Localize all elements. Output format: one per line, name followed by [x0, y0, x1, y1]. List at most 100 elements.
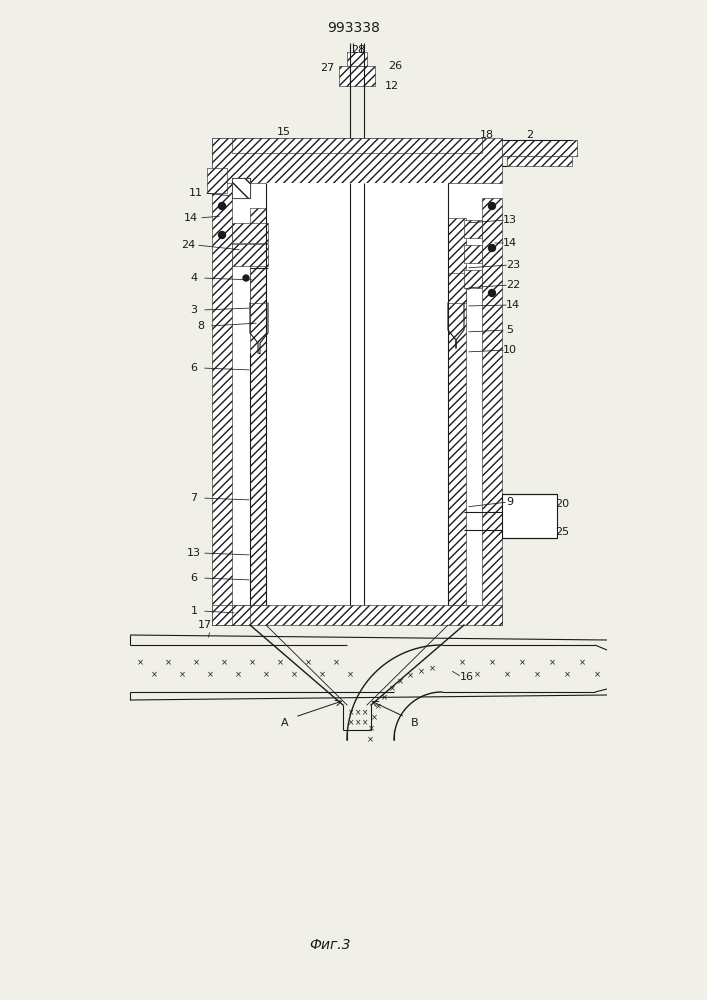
Text: ×: × [418, 667, 424, 676]
Bar [482, 198, 502, 625]
Text: 993338: 993338 [327, 21, 380, 35]
Text: ×: × [318, 670, 325, 679]
Bar [250, 268, 268, 303]
Text: ×: × [459, 658, 465, 667]
Text: 8: 8 [197, 321, 204, 331]
Bar [347, 52, 367, 66]
Text: ×: × [332, 658, 339, 667]
Text: ×: × [362, 718, 368, 728]
Circle shape [218, 232, 226, 238]
Circle shape [243, 245, 249, 251]
Text: ×: × [563, 670, 571, 679]
Bar [232, 244, 268, 266]
Text: 7: 7 [190, 493, 197, 503]
Text: 25: 25 [555, 527, 569, 537]
Text: ×: × [235, 670, 242, 679]
Text: 5: 5 [506, 325, 513, 335]
Text: ×: × [370, 713, 378, 722]
Text: ×: × [503, 670, 510, 679]
Bar [448, 218, 466, 605]
Bar [266, 183, 448, 223]
Bar [464, 220, 482, 238]
Text: B: B [411, 718, 419, 728]
Text: ×: × [534, 670, 540, 679]
Circle shape [465, 255, 471, 261]
Text: ×: × [593, 670, 600, 679]
Bar [502, 140, 577, 156]
Circle shape [465, 283, 471, 289]
Text: 1: 1 [190, 606, 197, 616]
Text: A: A [281, 718, 289, 728]
Bar [212, 138, 502, 183]
Bar [448, 273, 466, 303]
Circle shape [489, 202, 496, 210]
Text: ×: × [375, 703, 382, 712]
Text: 18: 18 [480, 130, 494, 140]
Text: ×: × [578, 658, 585, 667]
Text: ×: × [518, 658, 525, 667]
Text: ×: × [381, 693, 388, 702]
Bar [502, 520, 557, 538]
Text: ×: × [221, 658, 228, 667]
Bar [502, 494, 557, 538]
Text: ×: × [151, 670, 158, 679]
Circle shape [489, 290, 496, 296]
Text: 27: 27 [320, 63, 334, 73]
Text: ×: × [348, 718, 354, 728]
Text: 13: 13 [503, 215, 517, 225]
Text: ×: × [362, 708, 368, 718]
Text: 22: 22 [506, 280, 520, 290]
Bar [212, 138, 502, 625]
Text: 17: 17 [198, 620, 212, 630]
Text: ×: × [178, 670, 185, 679]
Text: ×: × [367, 736, 374, 744]
Bar [207, 168, 227, 193]
Text: ×: × [407, 671, 414, 680]
Bar [266, 183, 448, 605]
Text: 28: 28 [351, 45, 365, 55]
Text: 10: 10 [503, 345, 517, 355]
Bar [507, 156, 572, 166]
Text: ×: × [348, 708, 354, 718]
Text: ×: × [305, 658, 312, 667]
Text: ×: × [165, 658, 172, 667]
Bar [212, 605, 502, 625]
Text: ×: × [262, 670, 269, 679]
Text: Фиг.3: Фиг.3 [309, 938, 351, 952]
Text: 3: 3 [190, 305, 197, 315]
Text: ×: × [397, 677, 404, 686]
Bar [232, 178, 250, 198]
Circle shape [218, 202, 226, 210]
Text: 24: 24 [181, 240, 195, 250]
Text: 14: 14 [506, 300, 520, 310]
Text: ×: × [136, 658, 144, 667]
Text: 23: 23 [506, 260, 520, 270]
Text: ×: × [291, 670, 298, 679]
Bar [232, 605, 250, 625]
Bar [212, 138, 232, 625]
Text: ×: × [276, 658, 284, 667]
Text: 15: 15 [277, 127, 291, 137]
Text: 6: 6 [190, 363, 197, 373]
Text: ×: × [388, 684, 395, 693]
Bar [250, 208, 268, 605]
Text: 6: 6 [190, 573, 197, 583]
Text: ×: × [355, 718, 361, 728]
Text: 14: 14 [184, 213, 198, 223]
Text: ×: × [346, 670, 354, 679]
Text: 4: 4 [190, 273, 197, 283]
Bar [339, 66, 375, 86]
Text: ×: × [549, 658, 556, 667]
Text: ×: × [248, 658, 255, 667]
Text: ×: × [355, 708, 361, 718]
Text: 26: 26 [388, 61, 402, 71]
Circle shape [489, 244, 496, 251]
Text: 14: 14 [503, 238, 517, 248]
Text: 11: 11 [189, 188, 203, 198]
Text: ×: × [428, 665, 436, 674]
Text: ×: × [192, 658, 199, 667]
Text: 16: 16 [460, 672, 474, 682]
Bar [464, 270, 482, 288]
Text: 12: 12 [385, 81, 399, 91]
Circle shape [243, 275, 249, 281]
